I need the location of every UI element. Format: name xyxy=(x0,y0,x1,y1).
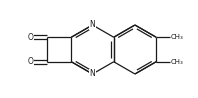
Text: O: O xyxy=(28,33,34,42)
Text: N: N xyxy=(90,69,95,78)
Text: O: O xyxy=(28,57,34,66)
Text: CH₃: CH₃ xyxy=(171,34,184,40)
Text: CH₃: CH₃ xyxy=(171,59,184,65)
Text: N: N xyxy=(90,20,95,29)
